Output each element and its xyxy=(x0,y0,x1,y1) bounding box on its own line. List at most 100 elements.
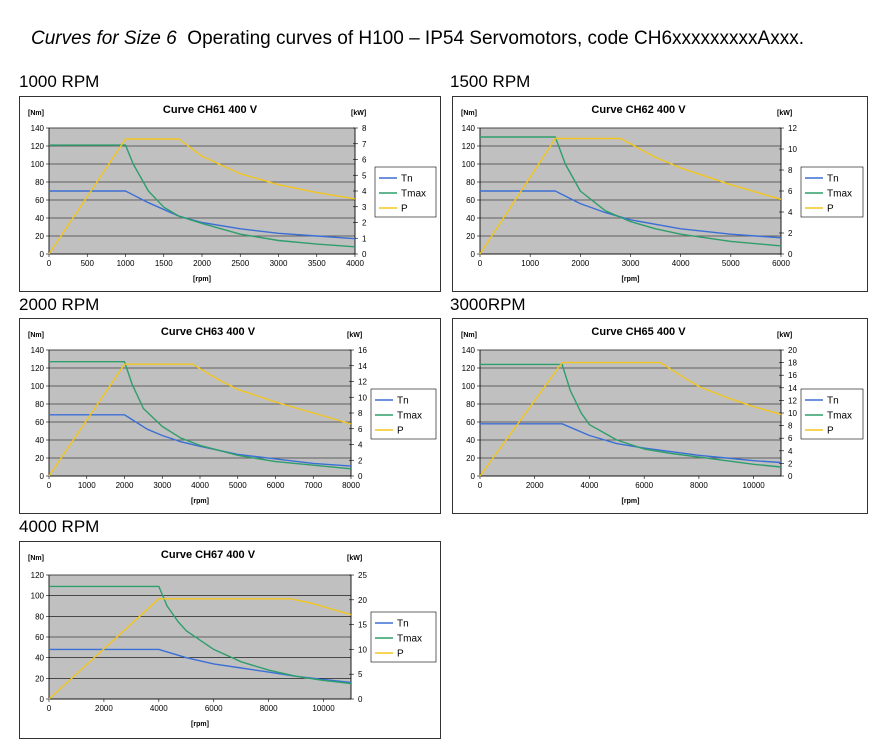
y-tick-label: 100 xyxy=(462,382,476,391)
chart-title: Curve CH63 400 V xyxy=(161,326,256,338)
y-tick-label: 100 xyxy=(31,592,45,601)
x-tick-label: 4000 xyxy=(191,481,209,490)
y2-tick-label: 12 xyxy=(788,396,797,405)
y2-tick-label: 20 xyxy=(788,346,797,355)
x-tick-label: 1000 xyxy=(117,259,135,268)
x-tick-label: 1500 xyxy=(155,259,173,268)
chart-svg: 0 20 40 60 80 100 120 140 0 2 4 6 8 10 12 14 16 18 20 0 2000… xyxy=(461,326,864,505)
y2-tick-label: 8 xyxy=(788,166,793,175)
y-tick-label: 80 xyxy=(466,178,475,187)
y2-tick-label: 4 xyxy=(362,187,367,196)
y2-tick-label: 0 xyxy=(362,250,367,259)
legend-label-tmax: Tmax xyxy=(401,189,426,200)
legend-label-tn: Tn xyxy=(397,396,409,407)
x-tick-label: 6000 xyxy=(772,259,790,268)
y-tick-label: 40 xyxy=(466,436,475,445)
x-tick-label: 1000 xyxy=(521,259,539,268)
chart-ch65: 0 20 40 60 80 100 120 140 0 2 4 6 8 10 12 14 16 18 20 0 2000… xyxy=(452,318,868,514)
plot-area xyxy=(479,349,782,477)
y-tick-label: 120 xyxy=(31,142,45,151)
y2-tick-label: 2 xyxy=(788,459,793,468)
y-tick-label: 140 xyxy=(31,124,45,133)
series-line-tmax xyxy=(49,144,356,248)
y-tick-label: 80 xyxy=(35,400,44,409)
y-axis-label: [Nm] xyxy=(28,332,44,339)
legend-label-tmax: Tmax xyxy=(397,411,422,422)
y-tick-label: 80 xyxy=(35,178,44,187)
x-tick-label: 8000 xyxy=(260,704,278,713)
series-line-tmax xyxy=(480,363,782,468)
legend-label-tmax: Tmax xyxy=(827,411,852,422)
y2-tick-label: 10 xyxy=(358,393,367,402)
y-tick-label: 120 xyxy=(31,364,45,373)
legend-label-tn: Tn xyxy=(397,619,409,630)
y2-tick-label: 4 xyxy=(788,208,793,217)
x-tick-label: 0 xyxy=(47,704,52,713)
y-tick-label: 140 xyxy=(31,346,45,355)
y-tick-label: 40 xyxy=(466,214,475,223)
x-tick-label: 500 xyxy=(81,259,95,268)
x-tick-label: 0 xyxy=(47,259,52,268)
x-axis-label: [rpm] xyxy=(191,721,209,728)
y-tick-label: 100 xyxy=(462,160,476,169)
chart-svg: 0 20 40 60 80 100 120 0 5 10 15 20 25 0 2000 4000 6000 80… xyxy=(28,549,437,728)
page-heading-italic: Curves for Size 6 xyxy=(31,28,177,49)
y2-tick-label: 12 xyxy=(788,124,797,133)
y2-tick-label: 7 xyxy=(362,140,367,149)
x-tick-label: 6000 xyxy=(635,481,653,490)
x-tick-label: 10000 xyxy=(312,704,335,713)
x-tick-label: 5000 xyxy=(722,259,740,268)
y-tick-label: 0 xyxy=(40,250,45,259)
y-tick-label: 60 xyxy=(466,418,475,427)
y-tick-label: 140 xyxy=(462,346,476,355)
y-tick-label: 20 xyxy=(35,232,44,241)
y2-axis-label: [kW] xyxy=(777,110,792,117)
x-tick-label: 0 xyxy=(478,481,483,490)
chart-ch63: 0 20 40 60 80 100 120 140 0 2 4 6 8 10 12 14 16 0 1000 2000… xyxy=(19,318,441,514)
legend-label-p: P xyxy=(827,426,834,437)
y-tick-label: 0 xyxy=(40,472,45,481)
y2-tick-label: 16 xyxy=(788,371,797,380)
x-tick-label: 2000 xyxy=(571,259,589,268)
x-tick-label: 2000 xyxy=(95,704,113,713)
y-tick-label: 20 xyxy=(466,454,475,463)
x-tick-label: 3000 xyxy=(622,259,640,268)
page-heading: Curves for Size 6 Operating curves of H1… xyxy=(31,28,804,50)
y2-tick-label: 18 xyxy=(788,359,797,368)
y-tick-label: 100 xyxy=(31,160,45,169)
x-tick-label: 4000 xyxy=(346,259,364,268)
legend-box xyxy=(370,611,437,663)
legend-label-p: P xyxy=(397,426,404,437)
y2-tick-label: 16 xyxy=(358,346,367,355)
y-tick-label: 20 xyxy=(466,232,475,241)
speed-label-1500: 1500 RPM xyxy=(450,72,531,91)
x-axis-label: [rpm] xyxy=(193,276,211,283)
legend-label-tn: Tn xyxy=(827,396,839,407)
y2-tick-label: 0 xyxy=(788,472,793,481)
y-axis-label: [Nm] xyxy=(28,110,44,117)
x-tick-label: 4000 xyxy=(150,704,168,713)
y-tick-label: 80 xyxy=(466,400,475,409)
y2-tick-label: 6 xyxy=(362,156,367,165)
legend-label-tn: Tn xyxy=(401,174,413,185)
y-tick-label: 20 xyxy=(35,454,44,463)
y2-tick-label: 25 xyxy=(358,571,367,580)
legend-label-p: P xyxy=(401,204,408,215)
y-tick-label: 0 xyxy=(471,250,476,259)
y2-tick-label: 6 xyxy=(358,425,363,434)
series-line-p xyxy=(48,598,352,700)
y2-axis-label: [kW] xyxy=(351,110,366,117)
series-line-p xyxy=(48,138,356,255)
series-line-p xyxy=(479,137,782,255)
series-line-tmax xyxy=(49,361,352,470)
x-tick-label: 0 xyxy=(47,481,52,490)
series-line-tmax xyxy=(480,136,782,247)
x-axis-label: [rpm] xyxy=(622,276,640,283)
y2-tick-label: 6 xyxy=(788,187,793,196)
y-axis-label: [Nm] xyxy=(461,332,477,339)
x-axis-label: [rpm] xyxy=(191,498,209,505)
y2-tick-label: 15 xyxy=(358,621,367,630)
y-tick-label: 0 xyxy=(40,695,45,704)
speed-label-2000: 2000 RPM xyxy=(19,295,100,314)
